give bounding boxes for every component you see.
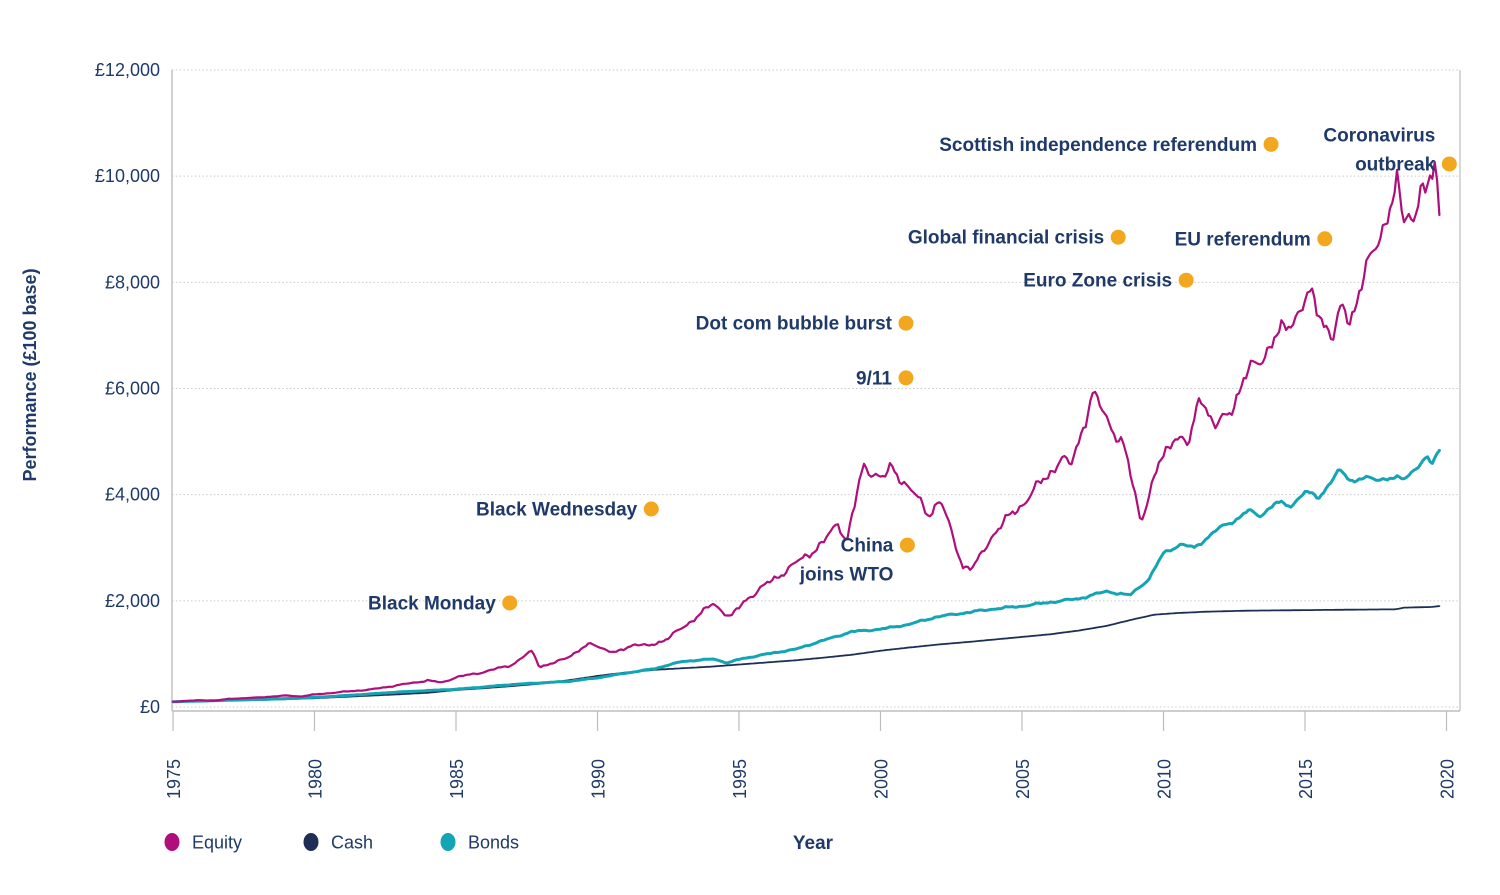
- y-tick-label: £6,000: [105, 379, 160, 399]
- x-tick-label: 1980: [306, 759, 326, 799]
- legend-label-equity: Equity: [192, 833, 242, 853]
- event-dot: [899, 537, 915, 553]
- event-label: joins WTO: [799, 565, 894, 586]
- series-line-equity: [171, 160, 1441, 703]
- x-tick-label: 2015: [1296, 759, 1316, 799]
- event-label: Euro Zone crisis: [1023, 271, 1172, 292]
- x-tick-label: 2000: [872, 759, 892, 799]
- event-label: Coronavirus: [1323, 125, 1435, 146]
- event-label: China: [841, 536, 894, 557]
- event-label: Black Wednesday: [476, 499, 638, 520]
- legend-label-cash: Cash: [331, 833, 373, 853]
- event-label: Scottish independence referendum: [939, 135, 1257, 156]
- legend-label-bonds: Bonds: [468, 833, 519, 853]
- y-tick-label: £10,000: [95, 166, 160, 186]
- event-label: Dot com bubble burst: [696, 314, 893, 335]
- x-tick-label: 1995: [730, 759, 750, 799]
- event-label: outbreak: [1355, 154, 1436, 175]
- event-dot: [1110, 229, 1126, 245]
- x-tick-label: 1975: [164, 759, 184, 799]
- event-dot: [643, 501, 659, 517]
- event-dot: [898, 370, 914, 386]
- x-tick-label: 1990: [589, 759, 609, 799]
- y-tick-label: £8,000: [105, 272, 160, 292]
- series-line-bonds: [171, 448, 1441, 704]
- x-tick-label: 2010: [1155, 759, 1175, 799]
- event-dot: [1178, 272, 1194, 288]
- y-axis-title: Performance (£100 base): [20, 268, 40, 481]
- y-tick-label: £0: [140, 697, 160, 717]
- y-tick-label: £4,000: [105, 485, 160, 505]
- grid-layer: £0 £2,000 £4,000 £6,000 £8,000 £10,000 £12,000: [95, 60, 1460, 717]
- event-dot: [1263, 136, 1279, 152]
- x-tick-label: 2020: [1438, 759, 1458, 799]
- series-line-cash: [172, 605, 1441, 703]
- series-layer: [171, 160, 1441, 704]
- event-dot: [1441, 156, 1457, 172]
- event-label: EU referendum: [1175, 229, 1311, 250]
- event-label: Global financial crisis: [908, 228, 1104, 249]
- annotation-layer: Black Monday Black Wednesday Dot com bubbl…: [368, 125, 1457, 614]
- legend-swatch-bonds: [440, 833, 456, 851]
- event-dot: [1317, 231, 1333, 247]
- x-tick-label: 2005: [1013, 759, 1033, 799]
- legend-swatch-equity: [164, 833, 180, 851]
- x-tick-label: 1985: [447, 759, 467, 799]
- y-tick-label: £2,000: [105, 591, 160, 611]
- event-label: 9/11: [856, 368, 892, 389]
- axis-layer: 1975 1980 1985 1990 1995 2000 2005 2010 2015 2020: [164, 70, 1461, 799]
- event-label: Black Monday: [368, 593, 496, 614]
- legend-layer: Equity Cash Bonds: [164, 833, 519, 853]
- event-dot: [502, 595, 518, 611]
- event-dot: [898, 315, 914, 331]
- y-tick-label: £12,000: [95, 60, 160, 80]
- x-axis-title: Year: [793, 833, 834, 854]
- legend-swatch-cash: [303, 833, 319, 851]
